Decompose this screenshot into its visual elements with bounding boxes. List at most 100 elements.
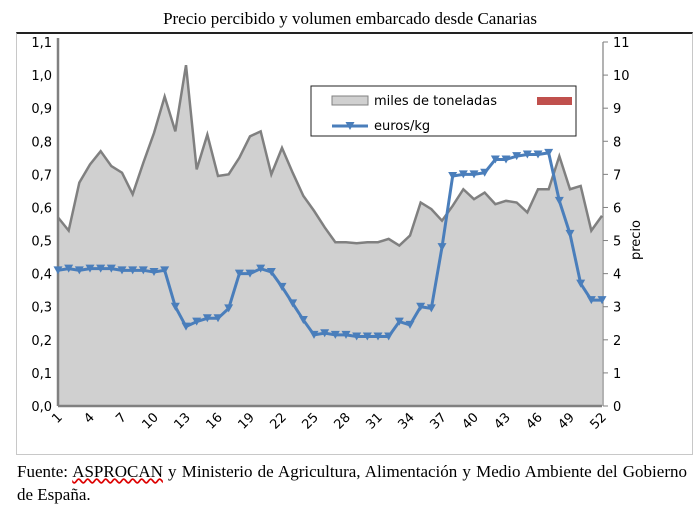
source-prefix: Fuente:: [17, 462, 73, 481]
right-tick-label: 0: [613, 400, 621, 415]
x-tick-label: 19: [236, 410, 258, 432]
right-tick-label: 6: [613, 201, 621, 216]
euros-kg-marker: [384, 332, 394, 341]
source-rest: y Ministerio de Agricultura, Alimentació…: [17, 462, 687, 504]
euros-kg-marker: [512, 152, 522, 161]
left-tick-label: 0,5: [31, 235, 52, 250]
euros-kg-marker: [586, 296, 596, 305]
x-tick-label: 28: [332, 410, 354, 432]
x-tick-label: 46: [524, 410, 546, 432]
euros-kg-marker: [352, 332, 362, 341]
euros-kg-marker: [458, 170, 468, 179]
euros-kg-marker: [288, 299, 298, 308]
x-tick-label: 43: [492, 410, 514, 432]
x-tick-label: 13: [172, 410, 194, 432]
left-tick-label: 0,3: [31, 301, 52, 316]
euros-kg-marker: [448, 172, 458, 181]
x-tick-label: 34: [396, 410, 418, 432]
euros-kg-marker: [74, 266, 84, 275]
chart-title: Precio percibido y volumen embarcado des…: [163, 9, 537, 28]
euros-kg-marker: [53, 266, 63, 275]
right-tick-label: 8: [613, 135, 621, 150]
left-tick-label: 0,2: [31, 334, 52, 349]
right-tick-label: 4: [613, 268, 621, 283]
legend-swatch-area: [331, 95, 369, 106]
left-tick-label: 1,0: [31, 69, 52, 84]
source-note: Fuente: ASPROCAN y Ministerio de Agricul…: [17, 460, 687, 506]
legend-marker: [345, 122, 355, 130]
euros-kg-marker: [138, 266, 148, 275]
line-euros-kg: [57, 151, 602, 339]
legend-label-line: euros/kg: [374, 119, 430, 134]
right-tick-label: 7: [613, 168, 621, 183]
euros-kg-marker: [149, 267, 159, 276]
euros-kg-marker: [234, 269, 244, 278]
left-tick-label: 0,4: [31, 268, 52, 283]
euros-kg-marker: [256, 264, 266, 273]
euros-kg-marker: [576, 279, 586, 288]
euros-kg-marker: [192, 317, 202, 326]
right-tick-label: 5: [613, 235, 621, 250]
x-tick-label: 7: [113, 410, 129, 426]
legend-swatch-extra: [537, 97, 572, 105]
euros-kg-marker: [128, 266, 138, 275]
euros-kg-marker: [330, 330, 340, 339]
x-tick-label: 10: [140, 410, 162, 432]
euros-kg-marker: [490, 155, 500, 164]
euros-kg-marker: [554, 196, 564, 205]
left-tick-label: 0,8: [31, 135, 52, 150]
euros-kg-marker: [245, 269, 255, 278]
legend-box: [310, 85, 577, 137]
chart: 0,0 0,1 0,2 0,3 0,4 0,5 0,6 0,7 0,8 0,9 1,0 1,1 0 1 2 3…: [31, 36, 644, 433]
area-outline: [57, 64, 604, 248]
euros-kg-marker: [533, 150, 543, 159]
chart-frame: [16, 32, 693, 455]
source-name: ASPROCAN: [72, 462, 163, 481]
euros-kg-marker: [565, 229, 575, 238]
left-tick-label: 0,9: [31, 102, 52, 117]
x-tick-label: 37: [428, 410, 450, 432]
euros-kg-marker: [117, 266, 127, 275]
x-tick-label: 52: [588, 410, 610, 432]
euros-kg-marker: [309, 330, 319, 339]
euros-kg-marker: [341, 330, 351, 339]
euros-kg-marker: [469, 170, 479, 179]
right-axis-label: precio: [629, 220, 644, 260]
x-tick-label: 40: [460, 410, 482, 432]
euros-kg-marker: [362, 332, 372, 341]
euros-kg-marker: [501, 155, 511, 164]
legend-label-area: miles de toneladas: [374, 94, 497, 109]
euros-kg-marker: [480, 168, 490, 177]
left-tick-label: 0,0: [31, 400, 52, 415]
euros-kg-marker: [597, 296, 607, 305]
euros-kg-marker: [170, 302, 180, 311]
euros-kg-marker: [213, 314, 223, 323]
euros-kg-marker: [224, 304, 234, 313]
euros-kg-marker: [64, 264, 74, 273]
euros-kg-marker: [202, 314, 212, 323]
euros-kg-marker: [298, 315, 308, 324]
euros-kg-marker: [373, 332, 383, 341]
left-tick-label: 0,7: [31, 168, 52, 183]
x-tick-label: 22: [268, 410, 290, 432]
x-tick-label: 25: [300, 410, 322, 432]
euros-kg-marker: [160, 266, 170, 275]
right-tick-label: 11: [613, 36, 630, 51]
euros-kg-marker: [85, 264, 95, 273]
euros-kg-marker: [426, 304, 436, 313]
euros-kg-marker: [266, 267, 276, 276]
x-tick-label: 16: [204, 410, 226, 432]
euros-kg-marker: [416, 302, 426, 311]
right-tick-label: 9: [613, 102, 621, 117]
euros-kg-marker: [522, 150, 532, 159]
x-tick-label: 4: [81, 410, 97, 426]
euros-kg-marker: [405, 320, 415, 329]
right-tick-label: 1: [613, 367, 621, 382]
x-tick-label: 1: [49, 410, 65, 426]
x-tick-label: 49: [556, 410, 578, 432]
x-tick-label: 31: [364, 410, 386, 432]
euros-kg-marker: [320, 329, 330, 338]
right-tick-label: 10: [613, 69, 630, 84]
euros-kg-marker: [106, 264, 116, 273]
euros-kg-marker: [544, 148, 554, 157]
